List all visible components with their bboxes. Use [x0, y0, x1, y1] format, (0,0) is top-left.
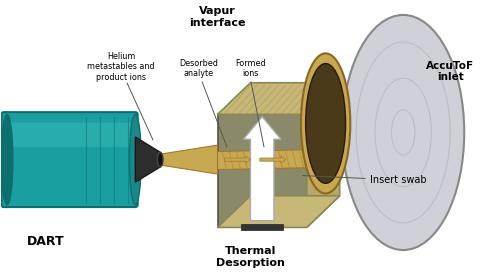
Ellipse shape — [1, 115, 13, 205]
Polygon shape — [217, 83, 340, 115]
Ellipse shape — [130, 115, 141, 205]
Text: DART: DART — [27, 235, 65, 248]
Text: Thermal
Desorption: Thermal Desorption — [216, 246, 285, 268]
Polygon shape — [217, 196, 340, 227]
FancyBboxPatch shape — [3, 122, 136, 147]
Ellipse shape — [306, 64, 346, 183]
Text: Vapur
interface: Vapur interface — [189, 6, 246, 28]
Ellipse shape — [301, 53, 350, 193]
Polygon shape — [307, 83, 340, 227]
FancyArrow shape — [225, 156, 251, 163]
Text: Desorbed
analyte: Desorbed analyte — [180, 59, 218, 78]
Text: Insert swab: Insert swab — [370, 175, 427, 185]
Ellipse shape — [342, 15, 464, 250]
Polygon shape — [135, 137, 161, 182]
Text: Formed
ions: Formed ions — [235, 59, 266, 78]
Text: AccuToF
inlet: AccuToF inlet — [426, 61, 474, 82]
Text: Helium
metastables and
product ions: Helium metastables and product ions — [87, 52, 155, 82]
Ellipse shape — [157, 152, 163, 167]
FancyBboxPatch shape — [1, 112, 138, 207]
Polygon shape — [160, 145, 217, 174]
FancyArrow shape — [243, 117, 281, 221]
Polygon shape — [217, 150, 309, 170]
Bar — [241, 224, 283, 230]
Polygon shape — [217, 115, 307, 227]
FancyArrow shape — [260, 156, 286, 163]
